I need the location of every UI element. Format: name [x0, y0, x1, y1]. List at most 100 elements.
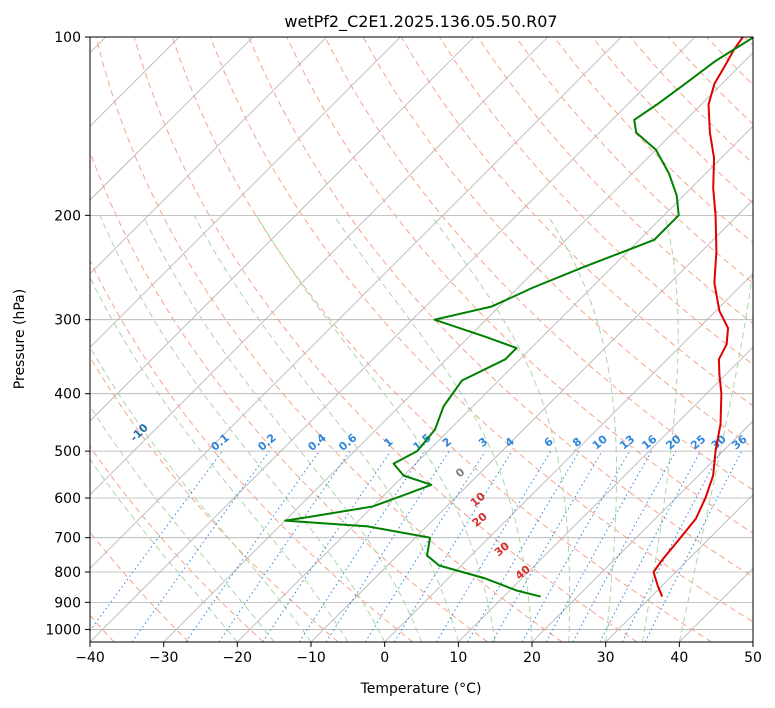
- y-tick-label: 100: [54, 30, 81, 46]
- x-tick-label: 30: [597, 650, 615, 666]
- isotherm-line: [90, 37, 696, 642]
- y-tick-label: 900: [54, 595, 81, 611]
- dry-adiabat-line: [324, 37, 753, 491]
- isotherm-line: [752, 641, 753, 642]
- y-tick-label: 600: [54, 491, 81, 507]
- moist-adiabat-line: [142, 215, 422, 642]
- moist-adiabat-line: [642, 215, 679, 642]
- y-tick-label: 1000: [45, 622, 81, 638]
- isotherm-line: [605, 494, 753, 642]
- moist-adiabat-line: [99, 215, 386, 642]
- mixing-ratio-line: [364, 450, 486, 642]
- isotherm-line: [90, 37, 475, 422]
- moist-adiabat-label: 10: [468, 489, 488, 509]
- mixing-ratio-label: 25: [688, 433, 708, 453]
- isotherm-line: [90, 37, 254, 201]
- dry-adiabat-line: [439, 37, 753, 366]
- dry-adiabat-line: [515, 37, 753, 284]
- isotherm-line: [384, 273, 753, 642]
- dry-adiabat-line: [591, 37, 753, 204]
- moist-adiabat-line: [333, 215, 533, 642]
- dewpoint-trace: [284, 37, 753, 598]
- temperature-trace: [652, 37, 744, 597]
- moist-adiabat-label: 40: [513, 562, 533, 582]
- dry-adiabat-line: [248, 37, 753, 578]
- dry-adiabat-line: [90, 445, 264, 642]
- mixing-ratio-label: 0.4: [305, 431, 329, 454]
- dry-adiabat-line: [95, 37, 563, 642]
- x-tick-label: −20: [223, 650, 253, 666]
- mixing-ratio-line: [325, 450, 450, 642]
- mixing-ratio-line: [644, 450, 743, 642]
- chart-title: wetPf2_C2E1.2025.136.05.50.R07: [284, 12, 557, 32]
- mixing-ratio-line: [262, 450, 392, 642]
- y-tick-label: 700: [54, 531, 81, 547]
- isotherm-line: [90, 37, 401, 348]
- dry-adiabat-line: [90, 531, 190, 642]
- dry-adiabat-line: [133, 37, 638, 642]
- moist-adiabat-line: [255, 215, 496, 642]
- mixing-ratio-label: 0.2: [255, 431, 278, 453]
- dry-adiabat-label: -10: [128, 421, 151, 444]
- y-axis: 100 200 300 400 500 600 700 800 900 1000: [45, 30, 90, 638]
- mixing-ratio-line: [131, 450, 270, 642]
- dry-adiabat-line: [744, 37, 753, 47]
- isotherm-line: [237, 125, 753, 642]
- dry-adiabat-line: [553, 37, 753, 244]
- mixing-ratio-line: [521, 450, 630, 642]
- dry-adiabat-line: [286, 37, 753, 534]
- plot-frame: [89, 36, 754, 643]
- mixing-ratio-line: [572, 450, 677, 642]
- x-tick-label: −10: [296, 650, 326, 666]
- x-tick-label: 10: [449, 650, 467, 666]
- moist-adiabat-line: [547, 215, 618, 642]
- dry-adiabat-line: [668, 37, 753, 125]
- dry-adiabat-line: [90, 259, 414, 642]
- mixing-ratio-line: [599, 450, 701, 642]
- dry-adiabat-line: [210, 37, 753, 623]
- y-tick-label: 800: [54, 565, 81, 581]
- moist-adiabat-label: 0: [453, 465, 467, 480]
- moist-adiabat-line: [430, 215, 571, 642]
- x-axis: −40 −30 −20 −10 0 10 20 30 40 50: [75, 642, 762, 666]
- mixing-ratio-label: 3: [476, 435, 490, 450]
- x-tick-label: 20: [523, 650, 541, 666]
- moist-adiabat-line: [90, 458, 238, 642]
- x-tick-label: 40: [670, 650, 688, 666]
- dry-adiabat-line: [171, 37, 712, 642]
- plot-area: 0.10.20.40.611.52346810131620253036-100-…: [90, 37, 753, 642]
- mixing-ratio-line: [435, 450, 552, 642]
- mixing-ratio-line: [393, 450, 513, 642]
- dry-adiabat-line: [90, 150, 488, 642]
- moist-adiabat-label: 20: [470, 510, 490, 530]
- x-tick-label: 0: [380, 650, 389, 666]
- isotherm-line: [163, 52, 753, 642]
- x-tick-label: −40: [75, 650, 105, 666]
- mixing-ratio-label: 1: [381, 435, 395, 450]
- mixing-ratio-line: [185, 450, 320, 642]
- isotherm-line: [90, 37, 548, 496]
- mixing-ratio-label: 4: [503, 435, 517, 450]
- isotherm-line: [458, 346, 753, 642]
- isotherm-line: [90, 37, 327, 275]
- mixing-ratio-label: 16: [639, 432, 659, 452]
- mixing-ratio-line: [90, 450, 223, 632]
- moist-adiabat-label: 30: [492, 539, 512, 559]
- x-tick-label: −30: [149, 650, 179, 666]
- moist-adiabat-line: [678, 265, 753, 642]
- mixing-ratio-label: 20: [664, 432, 684, 452]
- isotherm-line: [310, 199, 753, 642]
- mixing-ratio-label: 13: [617, 433, 637, 453]
- mixing-ratio-line: [298, 450, 425, 642]
- moist-adiabat-line: [90, 276, 349, 642]
- mixing-ratio-label: 8: [570, 435, 584, 450]
- mixing-ratio-label: 10: [590, 432, 610, 452]
- x-axis-label: Temperature (°C): [360, 681, 482, 697]
- x-tick-label: 50: [744, 650, 762, 666]
- y-tick-label: 200: [54, 208, 81, 224]
- moist-adiabat-line: [193, 215, 459, 642]
- isotherm-line: [531, 420, 753, 642]
- mixing-ratio-label: 36: [730, 432, 750, 452]
- y-tick-label: 300: [54, 313, 81, 329]
